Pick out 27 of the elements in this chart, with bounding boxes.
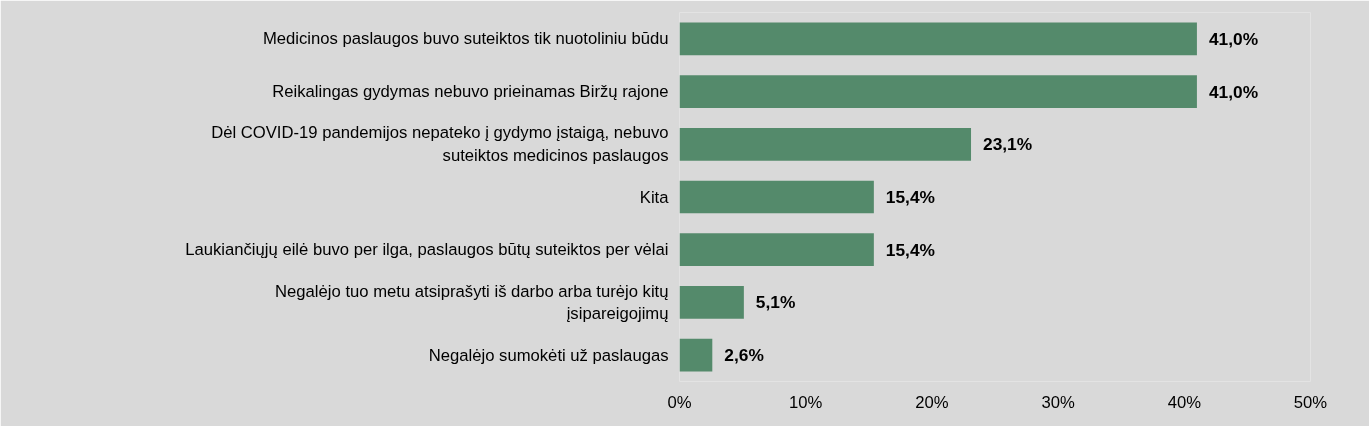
bar <box>679 75 1197 108</box>
data-label: 5,1% <box>755 292 796 313</box>
x-tick-label: 30% <box>1041 392 1075 412</box>
x-tick-label: 0% <box>667 392 692 412</box>
bar <box>679 233 874 267</box>
data-label: 15,4% <box>885 187 935 207</box>
y-tick-label: Reikalingas gydymas nebuvo prieinamas Biržų rajone <box>272 82 669 102</box>
data-label: 41,0% <box>1208 28 1259 49</box>
data-label: 23,1% <box>983 134 1033 155</box>
bar <box>679 338 713 372</box>
data-label: 2,6% <box>724 345 764 366</box>
x-tick-label: 10% <box>789 392 823 412</box>
bar <box>679 22 1197 56</box>
y-tick-label: Dėl COVID-19 pandemijos nepateko į gydymo įstaigą, nebuvo suteiktos medicinos paslaugos <box>211 123 669 166</box>
x-tick-label: 50% <box>1293 392 1328 412</box>
data-label: 15,4% <box>885 239 935 260</box>
bar <box>679 127 972 161</box>
data-label: 41,0% <box>1208 81 1259 102</box>
y-tick-label: Negalėjo tuo metu atsiprašyti iš darbo arba turėjo kitų įsipareigojimų <box>275 281 669 324</box>
x-tick-label: 40% <box>1167 392 1202 412</box>
y-tick-label: Laukiančiųjų eilė buvo per ilga, paslaugos būtų suteiktos per vėlai <box>185 240 669 260</box>
y-tick-label: Negalėjo sumokėti už paslaugas <box>428 345 669 365</box>
bar <box>679 180 874 214</box>
y-tick-label: Kita <box>639 187 670 207</box>
y-tick-label: Medicinos paslaugos buvo suteiktos tik nuotoliniu būdu <box>262 29 669 49</box>
bar <box>679 286 744 319</box>
x-tick-label: 20% <box>915 392 949 412</box>
